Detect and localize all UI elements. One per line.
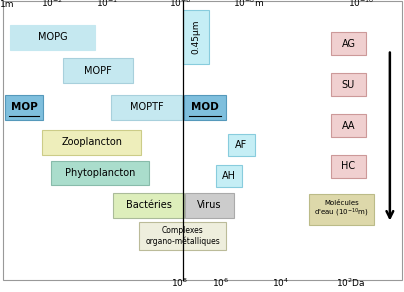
FancyBboxPatch shape xyxy=(331,114,366,137)
FancyBboxPatch shape xyxy=(10,25,95,50)
FancyBboxPatch shape xyxy=(185,193,234,218)
Text: AH: AH xyxy=(222,171,236,181)
Text: AG: AG xyxy=(341,39,356,49)
FancyBboxPatch shape xyxy=(331,32,366,55)
Text: MOPTF: MOPTF xyxy=(130,102,163,112)
Text: 10$^{8}$: 10$^{8}$ xyxy=(171,277,188,289)
Text: MOP: MOP xyxy=(11,102,38,112)
FancyBboxPatch shape xyxy=(309,194,374,225)
Text: SU: SU xyxy=(342,80,355,90)
FancyBboxPatch shape xyxy=(216,165,242,187)
Text: 10$^{-2}$: 10$^{-2}$ xyxy=(41,0,64,9)
FancyBboxPatch shape xyxy=(183,10,209,64)
Text: Virus: Virus xyxy=(197,200,221,210)
Text: 10$^{-6}$: 10$^{-6}$ xyxy=(168,0,191,9)
FancyBboxPatch shape xyxy=(50,161,149,185)
Text: 10$^{6}$: 10$^{6}$ xyxy=(212,277,229,289)
FancyBboxPatch shape xyxy=(331,73,366,96)
Text: Zooplancton: Zooplancton xyxy=(61,137,122,147)
FancyBboxPatch shape xyxy=(42,130,141,155)
FancyBboxPatch shape xyxy=(331,155,366,178)
FancyBboxPatch shape xyxy=(111,95,182,120)
FancyBboxPatch shape xyxy=(184,95,226,120)
Text: Phytoplancton: Phytoplancton xyxy=(65,168,135,178)
Text: HC: HC xyxy=(341,161,356,171)
FancyBboxPatch shape xyxy=(5,95,43,120)
Text: MOPF: MOPF xyxy=(84,66,112,76)
Text: 10$^{2}$Da: 10$^{2}$Da xyxy=(336,277,365,289)
Text: MOD: MOD xyxy=(191,102,219,112)
Text: 10$^{-1}$: 10$^{-1}$ xyxy=(96,0,118,9)
Text: Bactéries: Bactéries xyxy=(126,200,171,210)
Text: 10$^{-8}$m: 10$^{-8}$m xyxy=(233,0,264,9)
Text: 10$^{-10}$: 10$^{-10}$ xyxy=(348,0,375,9)
Text: AF: AF xyxy=(235,140,248,150)
Text: AA: AA xyxy=(342,121,355,131)
Text: 0.45μm: 0.45μm xyxy=(191,20,200,55)
FancyBboxPatch shape xyxy=(63,58,133,83)
Text: Complexes
organo-métalliques: Complexes organo-métalliques xyxy=(145,226,220,246)
Text: Molécules
d'eau (10$^{-10}$m): Molécules d'eau (10$^{-10}$m) xyxy=(314,199,369,220)
Text: 10$^{4}$: 10$^{4}$ xyxy=(272,277,289,289)
Text: MOPG: MOPG xyxy=(38,32,67,42)
FancyBboxPatch shape xyxy=(139,222,226,250)
Text: 1m: 1m xyxy=(0,0,15,9)
FancyBboxPatch shape xyxy=(228,134,255,156)
FancyBboxPatch shape xyxy=(113,193,184,218)
